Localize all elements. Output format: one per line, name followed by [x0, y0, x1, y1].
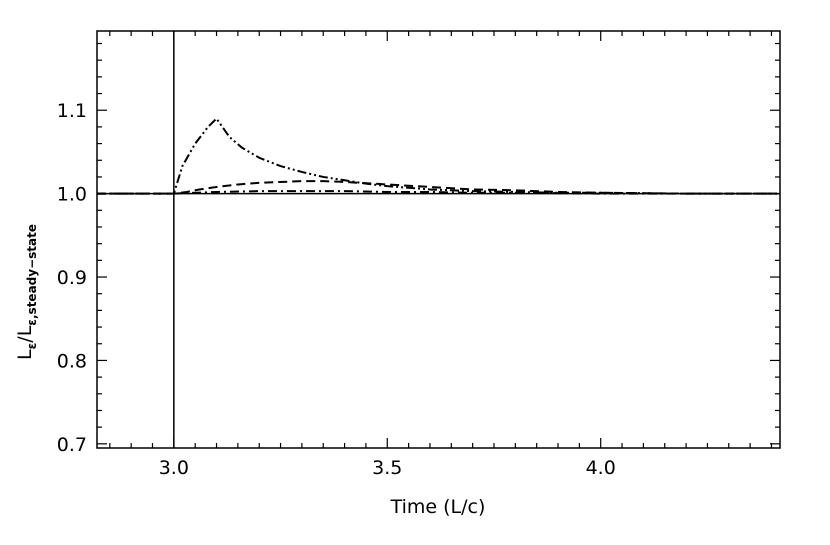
y-axis-title-slash: /L — [14, 325, 36, 342]
y-tick-label: 0.9 — [57, 267, 87, 289]
y-tick-label: 0.8 — [57, 350, 87, 372]
y-axis-title-main: L — [14, 349, 36, 360]
ticks-layer — [97, 31, 780, 448]
x-tick-label: 3.5 — [372, 457, 402, 479]
y-tick-label: 1.0 — [57, 184, 87, 206]
y-tick-label: 0.7 — [57, 434, 87, 456]
y-axis-title-sub1: ε — [25, 343, 39, 350]
series-line-dash-dot — [97, 190, 780, 195]
series-line-dash-dot-dot — [97, 117, 780, 195]
tick-labels: 3.0 3.5 4.0 0.7 0.8 0.9 1.0 1.1 — [57, 100, 616, 479]
y-axis-title-sub2: ε,steady−state — [25, 224, 39, 326]
y-axis-title: Lε/Lε,steady−state — [14, 224, 39, 360]
series-layer — [97, 117, 780, 195]
y-tick-label: 1.1 — [57, 100, 87, 122]
x-tick-label: 3.0 — [159, 457, 189, 479]
plot-frame — [96, 30, 781, 449]
series-line-dashed — [97, 180, 780, 195]
x-axis-title: Time (L/c) — [390, 496, 486, 518]
x-tick-label: 4.0 — [586, 457, 616, 479]
